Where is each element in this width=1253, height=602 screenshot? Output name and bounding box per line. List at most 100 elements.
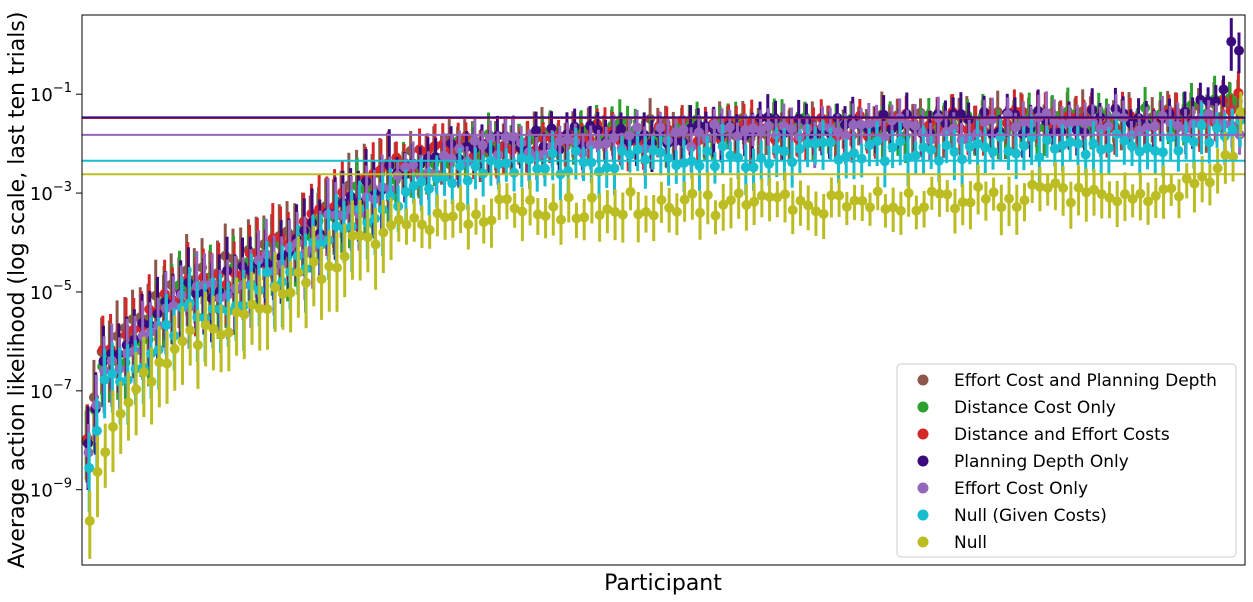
data-point: [508, 131, 519, 142]
data-point: [539, 163, 550, 174]
data-point: [293, 267, 304, 278]
y-tick-label: 10−7: [30, 378, 72, 403]
data-point: [987, 114, 998, 125]
data-point: [331, 262, 342, 273]
y-axis-label: Average action likelihood (log scale, la…: [5, 12, 30, 569]
data-marks: [81, 18, 1246, 559]
data-point: [563, 192, 574, 203]
data-point: [1150, 190, 1161, 201]
data-point: [1196, 120, 1207, 131]
data-point: [208, 323, 219, 334]
data-point: [602, 204, 613, 215]
data-point: [747, 123, 758, 134]
data-point: [324, 261, 335, 272]
data-point: [393, 214, 404, 225]
data-point: [339, 251, 350, 262]
data-point: [1042, 183, 1053, 193]
data-point: [794, 143, 805, 154]
data-point: [1134, 125, 1145, 136]
data-point: [471, 209, 482, 220]
data-point: [717, 141, 728, 152]
data-point: [1088, 138, 1099, 149]
x-axis-label: Participant: [604, 571, 722, 596]
data-point: [624, 149, 635, 160]
data-point: [1228, 151, 1239, 162]
data-point: [664, 202, 675, 213]
legend-label: Distance and Effort Costs: [954, 425, 1170, 445]
data-point: [1134, 146, 1145, 157]
data-point: [848, 119, 859, 130]
data-point: [764, 191, 775, 202]
data-point: [270, 282, 281, 293]
data-point: [432, 208, 443, 219]
legend-marker: [917, 428, 929, 440]
legend-marker: [917, 536, 929, 548]
legend-label: Effort Cost and Planning Depth: [954, 371, 1217, 391]
data-point: [825, 137, 836, 148]
data-point: [841, 201, 852, 212]
data-point: [408, 180, 419, 191]
data-point: [995, 132, 1006, 143]
data-point: [856, 119, 867, 130]
data-point: [648, 145, 659, 156]
data-point: [115, 408, 126, 419]
data-point: [585, 140, 596, 150]
data-point: [1157, 110, 1168, 121]
data-point: [1011, 148, 1022, 159]
data-point: [1127, 194, 1138, 204]
data-point: [539, 149, 550, 160]
data-point: [755, 125, 766, 136]
data-point: [632, 122, 643, 133]
data-point: [570, 145, 581, 156]
data-point: [192, 340, 203, 350]
data-point: [100, 447, 111, 458]
data-point: [1011, 202, 1022, 212]
data-point: [547, 148, 558, 159]
data-point: [632, 144, 643, 155]
data-point: [695, 207, 706, 218]
data-point: [1072, 138, 1083, 149]
data-point: [254, 303, 265, 314]
data-point: [1065, 197, 1076, 208]
data-point: [655, 147, 666, 158]
data-point: [517, 206, 528, 217]
data-point: [810, 138, 821, 149]
data-point: [1218, 84, 1229, 95]
data-point: [1065, 137, 1076, 147]
data-point: [718, 199, 729, 210]
data-point: [895, 205, 906, 216]
legend-label: Planning Depth Only: [954, 452, 1129, 472]
data-point: [455, 201, 466, 212]
data-point: [277, 288, 288, 299]
data-point: [501, 158, 512, 169]
legend: Effort Cost and Planning Depth Distance C…: [896, 363, 1237, 558]
data-point: [532, 209, 543, 220]
data-point: [834, 190, 845, 201]
data-point: [524, 154, 535, 165]
data-point: [370, 239, 381, 250]
data-point: [92, 466, 103, 477]
data-point: [470, 161, 481, 172]
data-point: [1212, 163, 1223, 174]
data-point: [416, 176, 427, 187]
data-point: [1210, 96, 1221, 107]
data-point: [154, 357, 165, 368]
data-point: [910, 150, 921, 161]
data-point: [1142, 142, 1153, 153]
data-point: [424, 183, 435, 194]
data-point: [848, 148, 859, 159]
data-point: [1004, 193, 1015, 204]
data-point: [1157, 147, 1168, 158]
data-point: [509, 167, 520, 178]
data-point: [748, 162, 759, 173]
data-point: [895, 136, 906, 147]
data-point: [200, 320, 211, 331]
data-point: [1141, 122, 1152, 133]
data-point: [725, 150, 736, 161]
data-point: [386, 220, 397, 231]
data-point: [749, 196, 760, 207]
data-point: [741, 199, 752, 210]
data-point: [934, 188, 945, 199]
data-point: [1095, 123, 1106, 134]
